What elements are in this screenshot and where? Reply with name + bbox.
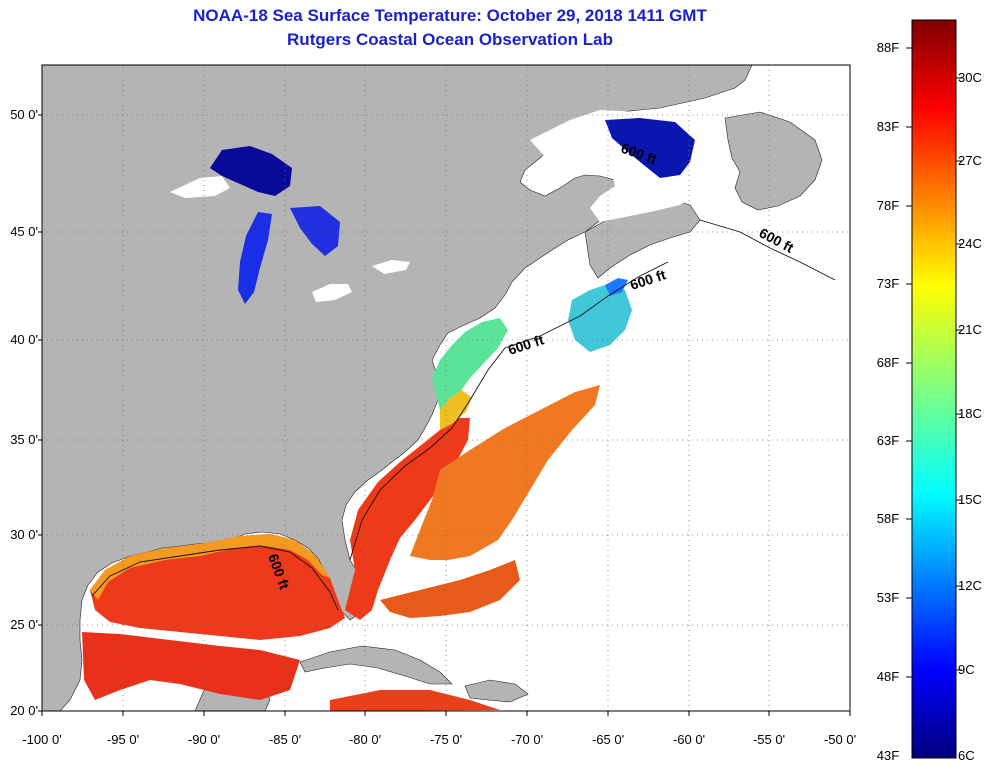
lat-label-50: 50 0'	[10, 107, 38, 122]
colorbar-c-12: 12C	[958, 578, 982, 593]
colorbar-f-88: 88F	[876, 40, 900, 55]
colorbar-c-15: 15C	[958, 492, 982, 507]
sst-carolina-shelf	[440, 390, 472, 430]
colorbar-c-21: 21C	[958, 322, 982, 337]
colorbar-c-27: 27C	[958, 153, 982, 168]
colorbar-f-48: 48F	[876, 669, 900, 684]
land-hispaniola	[464, 679, 529, 703]
colorbar-f-73: 73F	[876, 276, 900, 291]
lat-label-25: 25 0'	[10, 617, 38, 632]
colorbar-f-58: 58F	[876, 511, 900, 526]
sst-gulf-of-maine	[568, 285, 632, 352]
sst-caribbean-east	[330, 690, 500, 711]
isobath-600ft	[91, 219, 836, 611]
land-cuba	[299, 645, 453, 685]
lake-superior-east	[170, 176, 230, 198]
map-subtitle: Rutgers Coastal Ocean Observation Lab	[287, 30, 613, 49]
sst-caribbean	[82, 632, 300, 700]
colorbar-c-6: 6C	[958, 748, 975, 763]
lat-label-30: 30 0'	[10, 527, 38, 542]
lon-label-75: -75 0'	[429, 732, 463, 747]
colorbar-c-24: 24C	[958, 236, 982, 251]
colorbar-c-18: 18C	[958, 406, 982, 421]
sst-sargasso	[380, 560, 520, 618]
axis-ticks	[38, 114, 851, 716]
lon-label-95: -95 0'	[106, 732, 140, 747]
sst-scotian-shelf	[605, 278, 628, 296]
colorbar	[911, 19, 957, 759]
lon-label-60: -60 0'	[672, 732, 706, 747]
sst-mid-atlantic-shelf	[432, 318, 508, 410]
lake-erie	[312, 284, 352, 302]
colorbar-f-78: 78F	[876, 198, 900, 213]
lake-huron	[290, 206, 340, 256]
colorbar-ticks	[906, 47, 962, 678]
map-title: NOAA-18 Sea Surface Temperature: October…	[193, 6, 707, 25]
colorbar-f-83: 83F	[876, 119, 900, 134]
lon-label-90: -90 0'	[187, 732, 221, 747]
sst-gulf-stream-extension	[410, 385, 600, 560]
colorbar-f-43: 43F	[876, 748, 900, 763]
lon-label-65: -65 0'	[591, 732, 625, 747]
sst-gulf-coastal	[90, 534, 330, 600]
lat-label-20: 20 0'	[10, 703, 38, 718]
lon-label-100: -100 0'	[22, 732, 62, 747]
colorbar-c-9: 9C	[958, 662, 975, 677]
land-newfoundland	[724, 111, 823, 211]
lon-label-70: -70 0'	[510, 732, 544, 747]
lat-label-45: 45 0'	[10, 224, 38, 239]
colorbar-f-68: 68F	[876, 355, 900, 370]
lon-label-50: -50 0'	[823, 732, 857, 747]
lat-label-40: 40 0'	[10, 332, 38, 347]
sst-gulf-stream	[345, 418, 470, 620]
lake-ontario	[372, 260, 410, 274]
lon-label-85: -85 0'	[268, 732, 302, 747]
lake-superior	[210, 146, 292, 196]
colorbar-c-30: 30C	[958, 70, 982, 85]
lake-michigan	[238, 212, 272, 304]
gulf-cold-patch	[605, 118, 695, 178]
lon-label-80: -80 0'	[348, 732, 382, 747]
lat-label-35: 35 0'	[10, 432, 38, 447]
colorbar-f-63: 63F	[876, 433, 900, 448]
lon-label-55: -55 0'	[752, 732, 786, 747]
colorbar-f-53: 53F	[876, 590, 900, 605]
